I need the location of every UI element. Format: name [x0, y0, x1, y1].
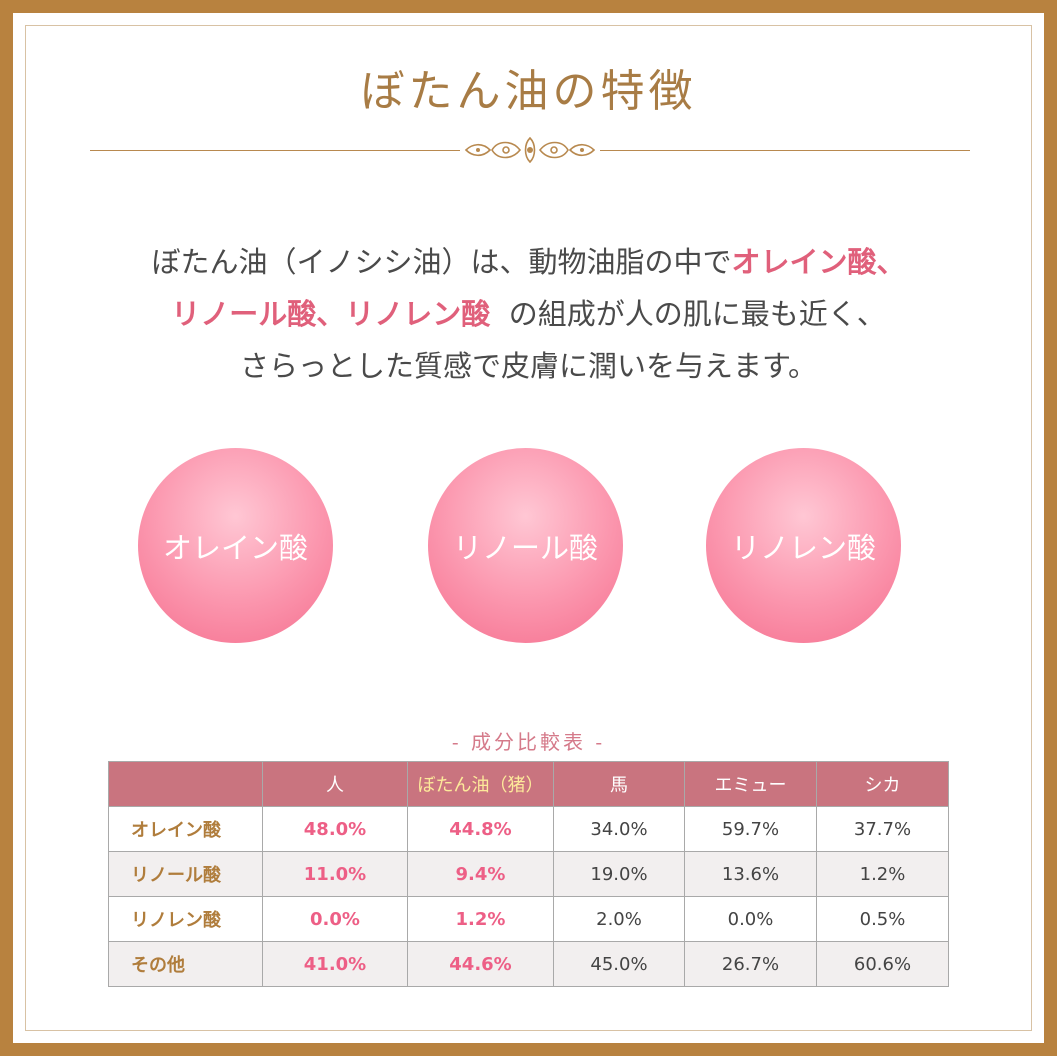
intro-line2: の組成が人の肌に最も近く、 [508, 297, 886, 331]
table-cell: 44.8% [407, 806, 554, 852]
ornament-icon [460, 130, 600, 170]
intro-highlight-linoleic: リノール酸、リノレン酸 [171, 297, 491, 331]
circle-oleic: オレイン酸 [138, 448, 333, 643]
circle-label: リノレン酸 [730, 530, 876, 565]
page-title: ぼたん油の特徴 [360, 66, 697, 117]
table-cell: 59.7% [684, 806, 817, 852]
header-cell [108, 761, 263, 807]
table-cell: 0.0% [262, 896, 408, 942]
table-cell: 2.0% [553, 896, 685, 942]
comparison-table: 人 ぼたん油（猪） 馬 エミュー シカ オレイン酸 48.0% 44.8% 34… [108, 761, 949, 987]
table-cell: 60.6% [816, 941, 949, 987]
header-cell: エミュー [684, 761, 817, 807]
table-cell: 44.6% [407, 941, 554, 987]
intro-line3: さらっとした質感で皮膚に潤いを与えます。 [239, 349, 818, 383]
intro-line1: ぼたん油（イノシシ油）は、動物油脂の中で [151, 245, 732, 279]
intro-highlight-oleic: オレイン酸、 [731, 245, 906, 279]
table-cell: 34.0% [553, 806, 685, 852]
table-cell: 13.6% [684, 851, 817, 897]
table-cell: 45.0% [553, 941, 685, 987]
row-label: その他 [108, 941, 263, 987]
table-cell: 41.0% [262, 941, 408, 987]
table-cell: 0.0% [684, 896, 817, 942]
intro-text: ぼたん油（イノシシ油）は、動物油脂の中でオレイン酸、 リノール酸、リノレン酸 の… [0, 236, 1057, 392]
header-cell: 馬 [553, 761, 685, 807]
inner-frame [25, 25, 1032, 1031]
table-row: オレイン酸 48.0% 44.8% 34.0% 59.7% 37.7% [108, 806, 949, 852]
table-cell: 0.5% [816, 896, 949, 942]
table-header-row: 人 ぼたん油（猪） 馬 エミュー シカ [108, 761, 949, 807]
circle-label: リノール酸 [452, 530, 598, 565]
circle-label: オレイン酸 [162, 530, 308, 565]
header-cell: シカ [816, 761, 949, 807]
table-cell: 9.4% [407, 851, 554, 897]
table-cell: 26.7% [684, 941, 817, 987]
circle-linolenic: リノレン酸 [706, 448, 901, 643]
table-cell: 37.7% [816, 806, 949, 852]
table-cell: 1.2% [816, 851, 949, 897]
table-cell: 48.0% [262, 806, 408, 852]
circle-linoleic: リノール酸 [428, 448, 623, 643]
header-cell: 人 [262, 761, 408, 807]
table-row: リノール酸 11.0% 9.4% 19.0% 13.6% 1.2% [108, 851, 949, 897]
table-row: リノレン酸 0.0% 1.2% 2.0% 0.0% 0.5% [108, 896, 949, 942]
row-label: リノレン酸 [108, 896, 263, 942]
table-row: その他 41.0% 44.6% 45.0% 26.7% 60.6% [108, 941, 949, 987]
table-caption: - 成分比較表 - [451, 730, 606, 754]
table-cell: 19.0% [553, 851, 685, 897]
header-cell: ぼたん油（猪） [407, 761, 554, 807]
row-label: オレイン酸 [108, 806, 263, 852]
table-cell: 1.2% [407, 896, 554, 942]
row-label: リノール酸 [108, 851, 263, 897]
table-cell: 11.0% [262, 851, 408, 897]
